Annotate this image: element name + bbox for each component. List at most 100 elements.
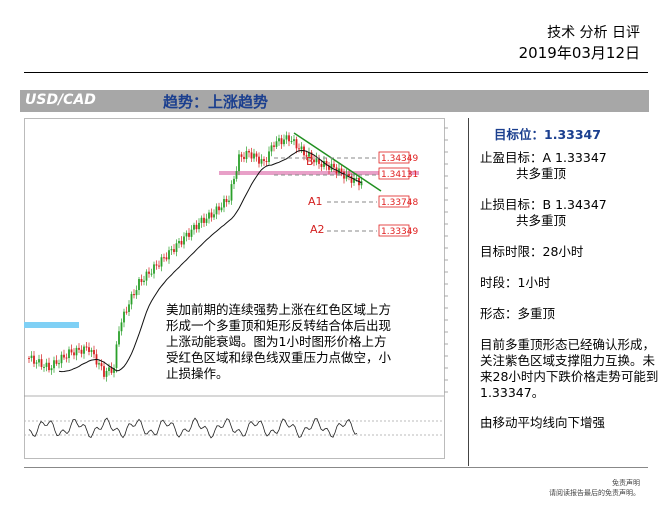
candle-body (305, 155, 308, 157)
marker-a1: A1 (308, 195, 323, 208)
report-title: 技术 分析 日评 (547, 25, 640, 41)
target-price: 目标位：1.33347 (494, 127, 601, 142)
candle-body (158, 265, 160, 267)
stop-loss-note: 共多重顶 (516, 213, 567, 228)
candle-body (340, 168, 343, 172)
candle-body (108, 367, 110, 371)
candle-body (298, 148, 300, 150)
candle-body (238, 154, 240, 172)
candle-body (28, 358, 30, 359)
candle-body (355, 177, 358, 179)
candle-body (93, 350, 95, 355)
candle-body (63, 354, 65, 358)
candle-body (310, 152, 313, 160)
disclaimer-text: 请阅读报告最后的免责声明。 (549, 489, 640, 497)
candle-body (243, 156, 245, 160)
candle-body (65, 357, 68, 359)
oscillator-line (28, 417, 358, 439)
column-divider (468, 118, 469, 466)
candle-body (315, 157, 318, 163)
candle-body (55, 360, 58, 364)
candle-body (128, 304, 130, 312)
header-divider (24, 72, 648, 73)
candle-body (33, 355, 35, 364)
currency-pair: USD/CAD (25, 92, 96, 108)
candle-body (253, 153, 255, 159)
candle-body (185, 232, 188, 237)
candle-body (135, 290, 138, 296)
candle-body (85, 346, 88, 348)
candle-body (250, 152, 253, 159)
candle-body (240, 154, 243, 157)
candle-body (195, 224, 198, 230)
candle-body (113, 367, 115, 373)
candle-body (225, 199, 228, 203)
candle-body (255, 153, 258, 157)
candle-body (138, 279, 140, 291)
candle-body (220, 207, 223, 211)
candle-body (230, 184, 233, 201)
candle-body (145, 271, 148, 281)
candle-body (143, 280, 145, 283)
report-date: 2019年03月12日 (518, 44, 640, 62)
candle-body (98, 363, 100, 365)
candle-body (233, 178, 235, 185)
candle-body (200, 217, 203, 223)
candle-body (168, 250, 170, 260)
candle-body (183, 236, 185, 245)
candle-body (163, 257, 165, 259)
blue-zone (24, 322, 79, 328)
candle-body (350, 176, 353, 183)
level-label-4: 1.33349 (381, 227, 418, 237)
candle-body (115, 344, 118, 368)
candle-body (215, 206, 218, 215)
stop-loss: 止损目标：B 1.34347 (480, 197, 607, 213)
candle-body (283, 139, 285, 145)
candle-body (288, 135, 290, 142)
candle-body (83, 346, 85, 354)
candle-body (123, 311, 125, 323)
candle-body (125, 311, 128, 313)
candle-body (40, 359, 43, 367)
candle-body (30, 355, 33, 358)
candle-body (328, 165, 330, 170)
candle-body (73, 352, 75, 356)
marker-a2: A2 (310, 223, 325, 236)
candle-body (50, 368, 53, 371)
candle-body (178, 240, 180, 244)
candle-body (333, 163, 335, 168)
time-limit: 目标时限：28小时 (480, 244, 584, 259)
candle-body (193, 224, 195, 230)
candle-body (323, 161, 325, 167)
candle-body (245, 150, 248, 160)
candle-body (150, 273, 153, 275)
candle-body (275, 141, 278, 147)
moving-average-line (58, 149, 362, 373)
candle-body (248, 150, 250, 153)
candle-body (205, 218, 208, 223)
price-axis (444, 127, 448, 393)
candle-body (130, 294, 133, 305)
candle-body (80, 349, 83, 354)
candle-body (210, 212, 213, 218)
candle-body (290, 141, 293, 143)
candle-body (330, 163, 333, 170)
pattern: 形态：多重顶 (480, 306, 556, 321)
chart-commentary: 美加前期的连续强势上涨在红色区域上方形成一个多重顶和矩形反转结合体后出现上涨动能… (166, 302, 392, 381)
title-band (20, 90, 649, 112)
period: 时段：1小时 (480, 275, 551, 290)
level-label-3: 1.33748 (381, 198, 418, 208)
candle-body (105, 370, 108, 377)
level-label-2: 1.34131 (381, 170, 418, 180)
candle-body (263, 159, 265, 162)
candle-body (278, 138, 280, 142)
candle-body (228, 200, 230, 203)
candle-body (223, 199, 225, 208)
candle-body (43, 366, 45, 368)
candle-body (308, 152, 310, 157)
candle-body (213, 214, 215, 218)
candle-body (285, 135, 288, 140)
candle-body (338, 168, 340, 174)
candle-body (53, 360, 55, 369)
candle-body (360, 181, 363, 186)
